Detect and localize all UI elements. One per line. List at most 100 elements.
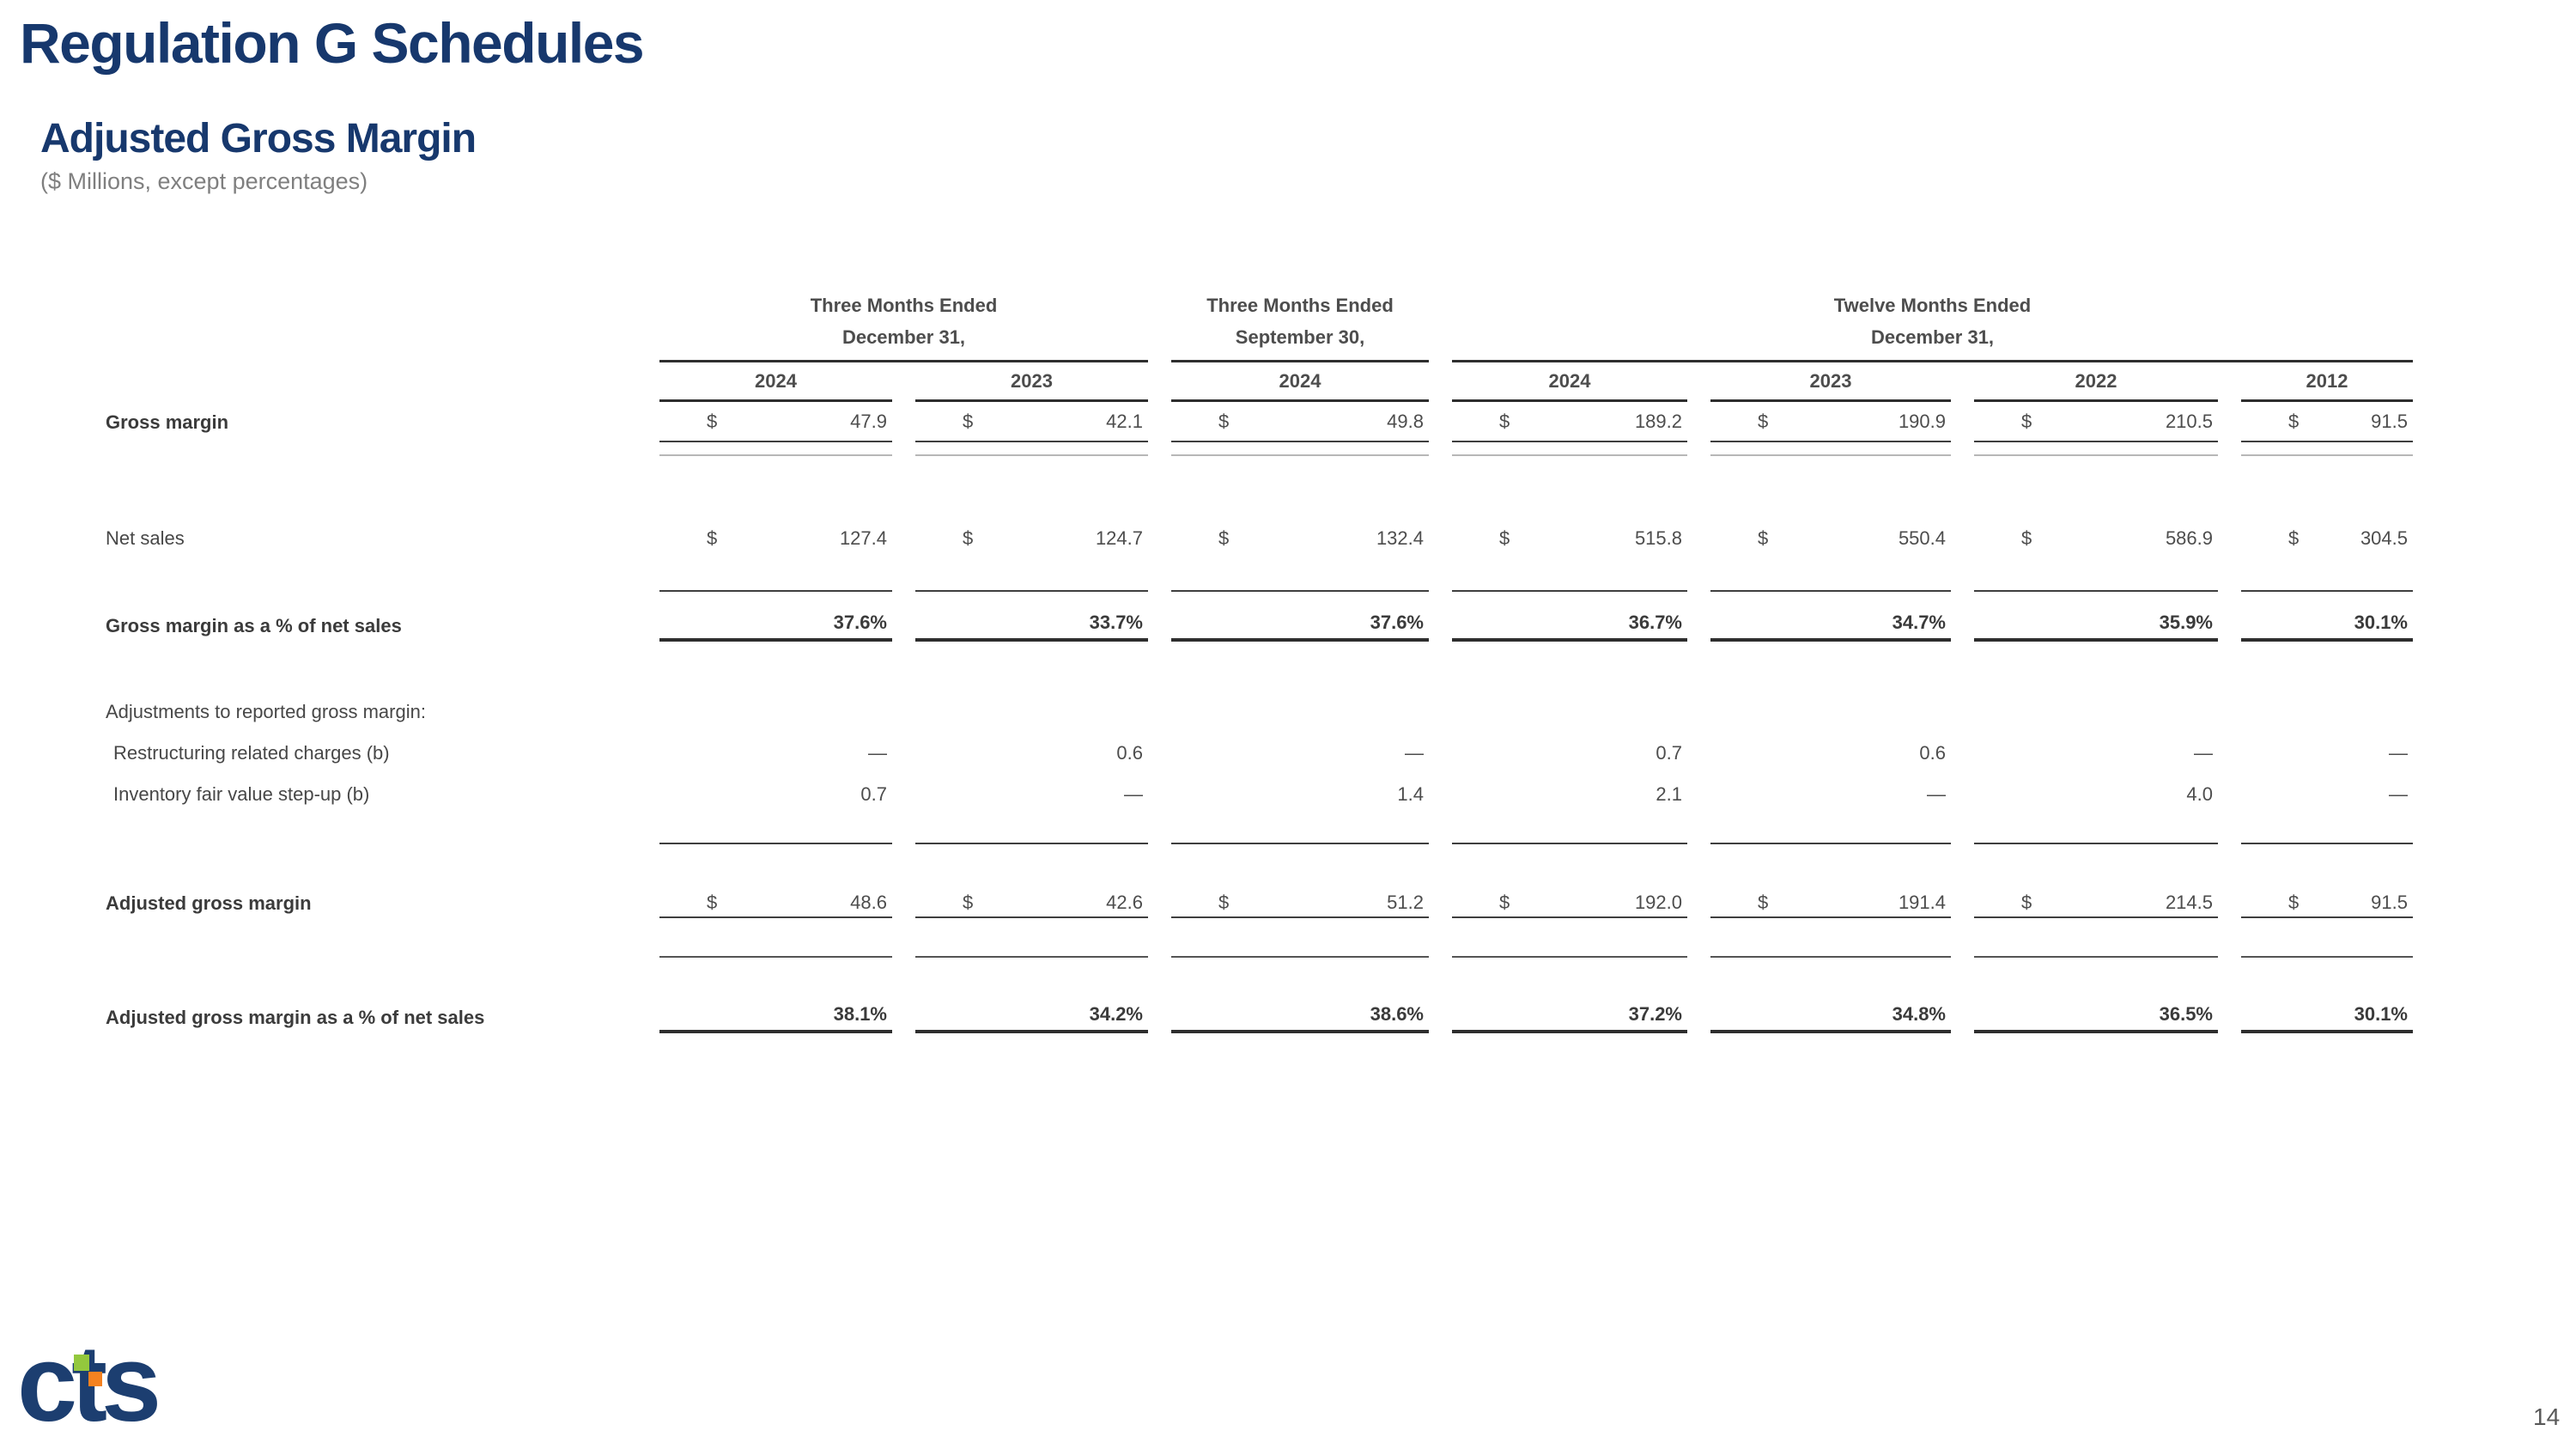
row-label: Adjustments to reported gross margin: — [106, 691, 636, 733]
row-label: Net sales — [106, 521, 636, 592]
dollar-sign: $ — [1758, 892, 1769, 913]
value-cell: — — [2241, 733, 2413, 774]
cell-value: — — [1927, 783, 1946, 805]
table-rule-cell — [1710, 918, 1951, 958]
table-spacer-cell — [106, 815, 636, 844]
table-rule-cell — [1452, 642, 1687, 691]
value-cell — [659, 691, 892, 733]
year-label: 2023 — [1809, 369, 1852, 392]
table-rule-cell — [1452, 815, 1687, 844]
value-cell: 38.6% — [1171, 1003, 1429, 1033]
row-label: Restructuring related charges (b) — [106, 733, 636, 774]
year-header: 2023 — [915, 362, 1148, 402]
value-cell: $214.5 — [1974, 889, 2218, 918]
cell-value: 190.9 — [1898, 410, 1946, 432]
dollar-sign: $ — [2021, 527, 2032, 549]
table-rule-cell — [915, 442, 1148, 456]
dollar-sign: $ — [1758, 527, 1769, 549]
cell-value: 304.5 — [2360, 527, 2408, 549]
value-cell: $210.5 — [1974, 402, 2218, 442]
table-rule-cell — [915, 844, 1148, 889]
dollar-sign: $ — [1758, 410, 1769, 432]
table-rule-cell — [1171, 442, 1429, 456]
row-label-text: Net sales — [106, 527, 185, 549]
value-cell: 37.6% — [659, 592, 892, 642]
dollar-sign: $ — [707, 892, 718, 913]
value-cell — [1974, 691, 2218, 733]
group-header-line1: Three Months Ended — [1206, 295, 1394, 316]
table-rule-cell — [1171, 918, 1429, 958]
table-spacer-cell — [106, 958, 636, 1005]
table-spacer-cell — [106, 844, 636, 889]
table-rule-cell — [1171, 456, 1429, 521]
cell-value: 38.1% — [833, 1003, 887, 1025]
dollar-sign: $ — [2288, 527, 2300, 549]
table-rule-cell — [1452, 844, 1687, 889]
row-label: Gross margin as a % of net sales — [106, 592, 636, 642]
cell-value: 0.7 — [1656, 742, 1682, 764]
table-rule-cell — [1974, 844, 2218, 889]
row-label: Gross margin — [106, 402, 636, 442]
year-label: 2024 — [1548, 369, 1591, 392]
cell-value: 48.6 — [850, 892, 887, 913]
page-title: Regulation G Schedules — [20, 11, 645, 75]
units-note: ($ Millions, except percentages) — [40, 168, 368, 194]
value-cell — [915, 691, 1148, 733]
table-rule-cell — [915, 815, 1148, 844]
cell-value: 0.7 — [860, 783, 887, 805]
table-rule-cell — [659, 918, 892, 958]
table-rule-cell — [1974, 442, 2218, 456]
value-cell: 0.6 — [1710, 733, 1951, 774]
row-label-text: Inventory fair value step-up (b) — [113, 783, 370, 805]
value-cell: $51.2 — [1171, 889, 1429, 918]
group-header-line2: December 31, — [841, 326, 966, 348]
cell-value: 37.6% — [1370, 612, 1424, 633]
value-cell: 36.5% — [1974, 1003, 2218, 1033]
year-header: 2024 — [1452, 362, 1687, 402]
cell-value: 2.1 — [1656, 783, 1682, 805]
value-cell: 2.1 — [1452, 774, 1687, 815]
cell-value: 586.9 — [2165, 527, 2213, 549]
table-rule-cell — [1710, 442, 1951, 456]
table-rule-cell — [1974, 958, 2218, 1005]
cell-value: 127.4 — [839, 527, 887, 549]
cell-value: — — [2194, 742, 2213, 764]
table-rule-cell — [2241, 442, 2413, 456]
value-cell: 38.1% — [659, 1003, 892, 1033]
value-cell: 0.7 — [659, 774, 892, 815]
value-cell: 33.7% — [915, 592, 1148, 642]
dollar-sign: $ — [1499, 410, 1510, 432]
cell-value: 33.7% — [1089, 612, 1143, 633]
cell-value: 47.9 — [850, 410, 887, 432]
row-label-text: Adjusted gross margin as a % of net sale… — [106, 1007, 485, 1028]
group-header-line2: December 31, — [1870, 326, 1995, 348]
value-cell: $49.8 — [1171, 402, 1429, 442]
cell-value: 132.4 — [1376, 527, 1424, 549]
value-cell: $127.4 — [659, 521, 892, 592]
value-cell: — — [915, 774, 1148, 815]
table-rule-cell — [915, 642, 1148, 691]
value-cell: 34.8% — [1710, 1003, 1951, 1033]
table-rule-cell — [1171, 642, 1429, 691]
value-cell: $515.8 — [1452, 521, 1687, 592]
value-cell: $586.9 — [1974, 521, 2218, 592]
year-header: 2024 — [659, 362, 892, 402]
table-rule-cell — [2241, 844, 2413, 889]
cell-value: 124.7 — [1095, 527, 1143, 549]
cell-value: 0.6 — [1116, 742, 1143, 764]
dollar-sign: $ — [2288, 892, 2300, 913]
year-label: 2023 — [1011, 369, 1053, 392]
group-header-line1: Twelve Months Ended — [1833, 295, 2032, 316]
year-row-spacer-cell — [106, 362, 636, 402]
cell-value: 210.5 — [2165, 410, 2213, 432]
table-rule-cell — [1452, 958, 1687, 1005]
cell-value: 4.0 — [2186, 783, 2213, 805]
cell-value: 515.8 — [1634, 527, 1682, 549]
cell-value: 34.2% — [1089, 1003, 1143, 1025]
year-label: 2024 — [1279, 369, 1321, 392]
cell-value: 37.6% — [833, 612, 887, 633]
value-cell: $191.4 — [1710, 889, 1951, 918]
cell-value: 36.5% — [2159, 1003, 2213, 1025]
value-cell — [2241, 691, 2413, 733]
cell-value: 91.5 — [2371, 410, 2408, 432]
